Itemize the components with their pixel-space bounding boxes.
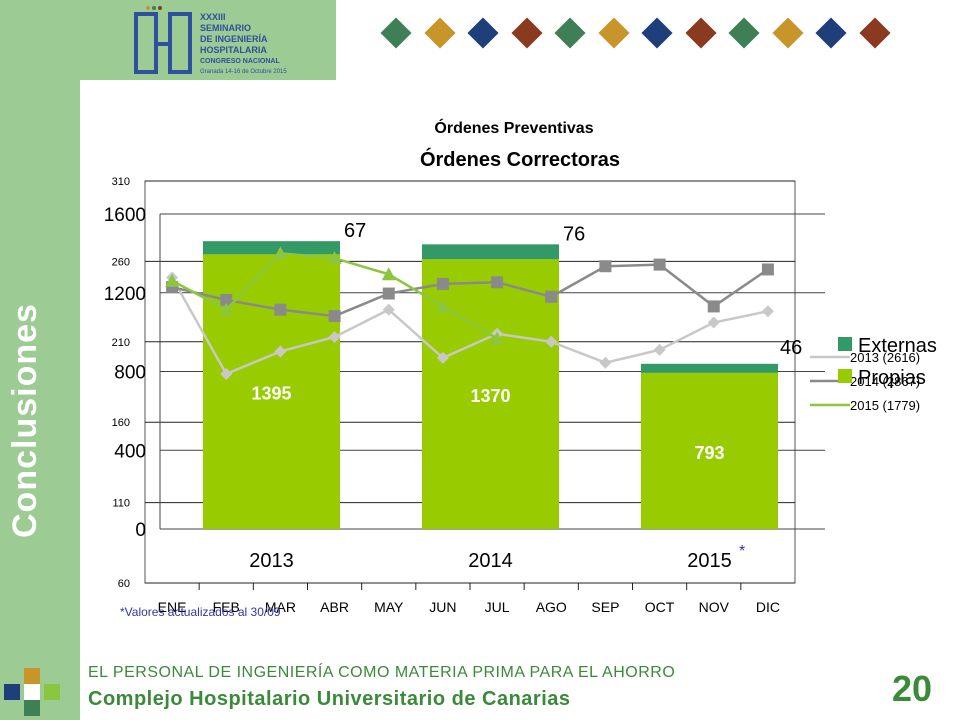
line-point-diamond: [707, 316, 720, 329]
line-point-diamond: [545, 335, 558, 348]
corrective-chart-title: Órdenes Correctoras: [420, 147, 620, 171]
legend-label: Externas: [858, 335, 937, 357]
month-tick-label: MAY: [374, 599, 404, 615]
line-point-square: [274, 303, 287, 316]
logo-mark-icon: [134, 6, 192, 74]
month-tick-label: MAR: [265, 599, 296, 615]
bar-value-label: 1395: [251, 384, 291, 404]
line-series-diamond: [170, 276, 769, 376]
month-tick-label: AGO: [536, 599, 567, 615]
logo-line: CONGRESO NACIONAL: [200, 58, 280, 65]
line-point-diamond: [653, 343, 666, 356]
legend-swatch-propias: [838, 369, 852, 383]
bar-top-label: 76: [563, 223, 585, 245]
line-point-diamond: [761, 305, 774, 318]
line-point-square: [653, 258, 666, 271]
footnote-text: *Valores actualizados al 30/09: [120, 605, 281, 619]
line-point-square: [599, 260, 612, 273]
preventive-y-tick-label: 60: [118, 578, 130, 590]
corrective-y-tick-label: 400: [114, 441, 146, 462]
cross-logo-icon: [4, 668, 60, 716]
line-point-square: [220, 293, 233, 306]
line-point-triangle: [381, 267, 396, 281]
month-tick-label: OCT: [645, 599, 675, 615]
legend-label: Propias: [858, 367, 926, 389]
line-point-triangle: [165, 273, 180, 287]
bar-externas: [203, 241, 340, 255]
line-point-square: [436, 277, 449, 290]
line-point-triangle: [219, 302, 234, 316]
line-point-square: [545, 290, 558, 303]
month-tick-label: NOV: [699, 599, 730, 615]
line-point-square: [491, 276, 504, 289]
bar-externas: [641, 363, 778, 373]
legend-label: 2015 (1779): [850, 398, 920, 413]
corrective-y-tick-label: 1200: [104, 284, 146, 305]
bar-top-label: 67: [344, 220, 366, 242]
legend-label: 2014 (2867): [850, 374, 920, 389]
line-series-square: [171, 263, 769, 318]
month-tick-label: DIC: [756, 599, 780, 615]
month-tick-label: ENE: [158, 599, 187, 615]
line-point-square: [761, 263, 774, 276]
line-point-diamond: [382, 303, 395, 316]
bar-value-label: 793: [694, 443, 724, 463]
congress-logo: XXXIII SEMINARIO DE INGENIERÍA HOSPITALA…: [120, 0, 320, 80]
line-point-square: [707, 300, 720, 313]
logo-line: SEMINARIO: [200, 23, 252, 33]
bar-propias: [641, 372, 778, 529]
x-category-label: 2015: [687, 550, 732, 572]
preventive-y-tick-label: 260: [112, 256, 130, 268]
line-point-diamond: [328, 330, 341, 343]
line-point-triangle: [435, 299, 450, 313]
line-point-square: [328, 310, 341, 323]
logo-line: DE INGENIERÍA: [200, 34, 268, 44]
page-number: 20: [892, 668, 933, 709]
preventive-chart-title: Órdenes Preventivas: [434, 118, 593, 137]
corrective-y-tick-label: 800: [114, 363, 146, 384]
preventive-y-tick-label: 110: [112, 498, 130, 510]
line-point-triangle: [327, 251, 342, 265]
month-tick-label: JUL: [485, 599, 510, 615]
preventive-y-tick-label: 310: [112, 176, 130, 188]
line-point-triangle: [273, 246, 288, 260]
logo-line: XXXIII: [200, 12, 226, 22]
month-tick-label: FEB: [213, 599, 240, 615]
logo-line: Granada 14-16 de Octubre 2015: [200, 69, 287, 75]
month-tick-label: JUN: [429, 599, 456, 615]
left-band: [0, 0, 80, 720]
logo-line: HOSPITALARIA: [200, 45, 267, 55]
bar-top-label: 46: [780, 337, 802, 359]
preventive-y-tick-label: 210: [112, 337, 130, 349]
x-category-label: 2013: [249, 550, 294, 572]
preventive-y-tick-label: 160: [112, 417, 130, 429]
corrective-y-tick-label: 1600: [104, 205, 146, 226]
footnote-marker: *: [739, 543, 745, 560]
line-point-diamond: [220, 367, 233, 380]
footer-institution: Complejo Hospitalario Universitario de C…: [88, 688, 571, 710]
x-category-label: 2014: [468, 550, 513, 572]
corrective-y-tick-label: 0: [135, 520, 146, 541]
line-point-square: [382, 287, 395, 300]
line-point-diamond: [274, 345, 287, 358]
line-point-diamond: [599, 356, 612, 369]
month-tick-label: ABR: [320, 599, 349, 615]
legend-swatch-externas: [838, 337, 852, 351]
logo-text: XXXIII SEMINARIO DE INGENIERÍA HOSPITALA…: [200, 12, 287, 78]
footer-tagline: EL PERSONAL DE INGENIERÍA COMO MATERIA P…: [88, 664, 676, 681]
month-tick-label: SEP: [591, 599, 619, 615]
line-point-triangle: [490, 331, 505, 345]
legend-label: 2013 (2616): [850, 350, 920, 365]
bar-externas: [422, 244, 559, 260]
line-point-diamond: [436, 351, 449, 364]
bar-value-label: 1370: [470, 386, 510, 406]
